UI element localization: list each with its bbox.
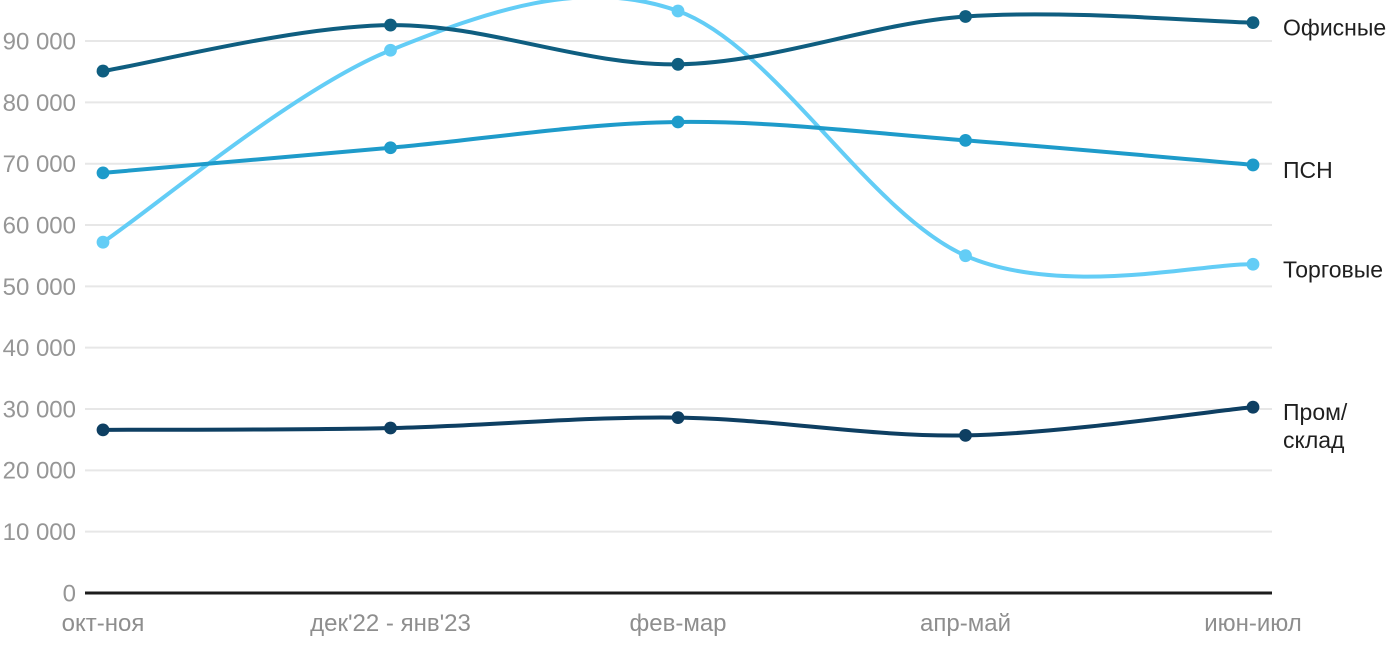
data-point-psn[interactable]: [96, 166, 110, 180]
y-axis-tick-label: 20 000: [3, 458, 76, 485]
data-point-industrial[interactable]: [959, 428, 972, 442]
y-axis-tick-label: 30 000: [3, 396, 76, 423]
data-point-industrial[interactable]: [96, 423, 110, 437]
y-axis-tick-label: 70 000: [3, 151, 76, 178]
y-axis-tick-label: 90 000: [3, 28, 76, 55]
y-axis-tick-label: 50 000: [3, 274, 76, 301]
data-point-psn[interactable]: [384, 141, 397, 155]
series-offices: Офисные: [96, 10, 1386, 78]
series-label-industrial: склад: [1283, 427, 1345, 453]
data-point-retail[interactable]: [384, 43, 397, 57]
y-axis-tick-label: 60 000: [3, 212, 76, 239]
x-axis-tick-label: окт-ноя: [62, 610, 145, 637]
x-axis-tick-label: апр-май: [920, 610, 1011, 637]
data-point-retail[interactable]: [959, 249, 972, 263]
data-point-industrial[interactable]: [671, 411, 685, 424]
series-label-psn: ПСН: [1283, 157, 1333, 183]
data-point-psn[interactable]: [1246, 158, 1260, 172]
data-point-industrial[interactable]: [384, 421, 397, 435]
x-axis-tick-label: дек'22 - янв'23: [310, 610, 471, 637]
data-point-offices[interactable]: [1246, 16, 1260, 30]
data-point-offices[interactable]: [384, 18, 397, 32]
data-point-psn[interactable]: [959, 133, 972, 147]
y-axis-tick-label: 80 000: [3, 90, 76, 117]
series-line-psn: [101, 119, 1255, 175]
x-axis-tick-label: июн-июл: [1204, 610, 1302, 637]
y-axis-tick-label: 10 000: [3, 519, 76, 546]
y-axis-tick-label: 40 000: [3, 335, 76, 362]
y-axis-tick-label: 0: [63, 580, 76, 607]
series-retail: Торговые: [96, 0, 1383, 282]
data-point-retail[interactable]: [1246, 257, 1260, 271]
series-psn: ПСН: [96, 115, 1333, 183]
data-point-offices[interactable]: [96, 64, 110, 78]
series-label-retail: Торговые: [1283, 256, 1383, 282]
series-label-offices: Офисные: [1283, 15, 1386, 41]
data-point-offices[interactable]: [671, 57, 685, 71]
data-point-psn[interactable]: [671, 115, 685, 129]
data-point-retail[interactable]: [671, 4, 685, 18]
data-point-retail[interactable]: [96, 235, 110, 249]
series-label-industrial: Пром/: [1283, 399, 1348, 425]
data-point-industrial[interactable]: [1246, 400, 1260, 414]
series-industrial: Пром/склад: [96, 399, 1348, 453]
data-point-offices[interactable]: [959, 10, 972, 23]
x-axis-tick-label: фев-мар: [629, 610, 726, 637]
